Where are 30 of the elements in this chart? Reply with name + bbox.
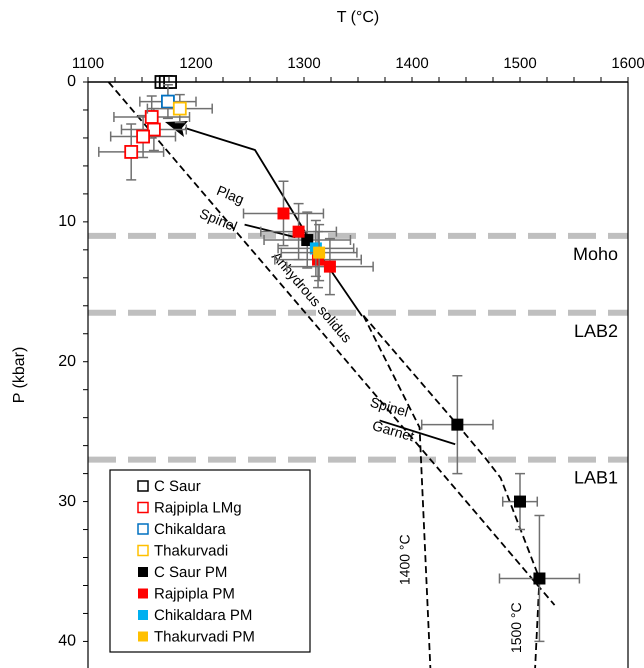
legend-label: Thakurvadi bbox=[154, 542, 228, 560]
text: 1400 °C bbox=[396, 534, 412, 586]
x-tick-label: 1500 bbox=[503, 55, 537, 72]
legend-label: Chikaldara PM bbox=[154, 607, 252, 624]
legend-label: Rajpipla LMg bbox=[154, 500, 242, 516]
y-axis-title: P (kbar) bbox=[11, 346, 28, 404]
x-tick-label: 1600 bbox=[611, 55, 644, 72]
legend-label: C Saur bbox=[154, 478, 201, 495]
legend-label: Chikaldara bbox=[154, 521, 226, 538]
ref-line-label: LAB1 bbox=[574, 468, 618, 488]
ref-line-label: Moho bbox=[572, 244, 618, 264]
annotation: Spinel bbox=[197, 205, 240, 235]
y-tick-label: 40 bbox=[58, 632, 76, 650]
annotation: Garnet bbox=[370, 417, 416, 444]
ref-line-label: LAB2 bbox=[574, 320, 618, 341]
annotation: Plag bbox=[214, 182, 246, 208]
legend-label: Thakurvadi PM bbox=[154, 628, 255, 646]
y-tick-label: 30 bbox=[58, 492, 76, 510]
y-tick-label: 0 bbox=[67, 73, 76, 90]
x-tick-label: 1100 bbox=[72, 55, 104, 72]
x-tick-label: 1400 bbox=[395, 55, 429, 72]
text: 1500 °C bbox=[508, 602, 524, 654]
y-tick-label: 20 bbox=[58, 352, 76, 370]
annotation: Spinel bbox=[368, 394, 410, 420]
y-tick-label: 10 bbox=[58, 213, 76, 230]
legend-label: C Saur PM bbox=[154, 564, 228, 581]
x-tick-label: 1300 bbox=[287, 55, 321, 72]
x-tick-label: 1200 bbox=[179, 55, 213, 72]
x-axis-title: T (°C) bbox=[336, 9, 380, 26]
legend-label: Rajpipla PM bbox=[154, 586, 235, 602]
